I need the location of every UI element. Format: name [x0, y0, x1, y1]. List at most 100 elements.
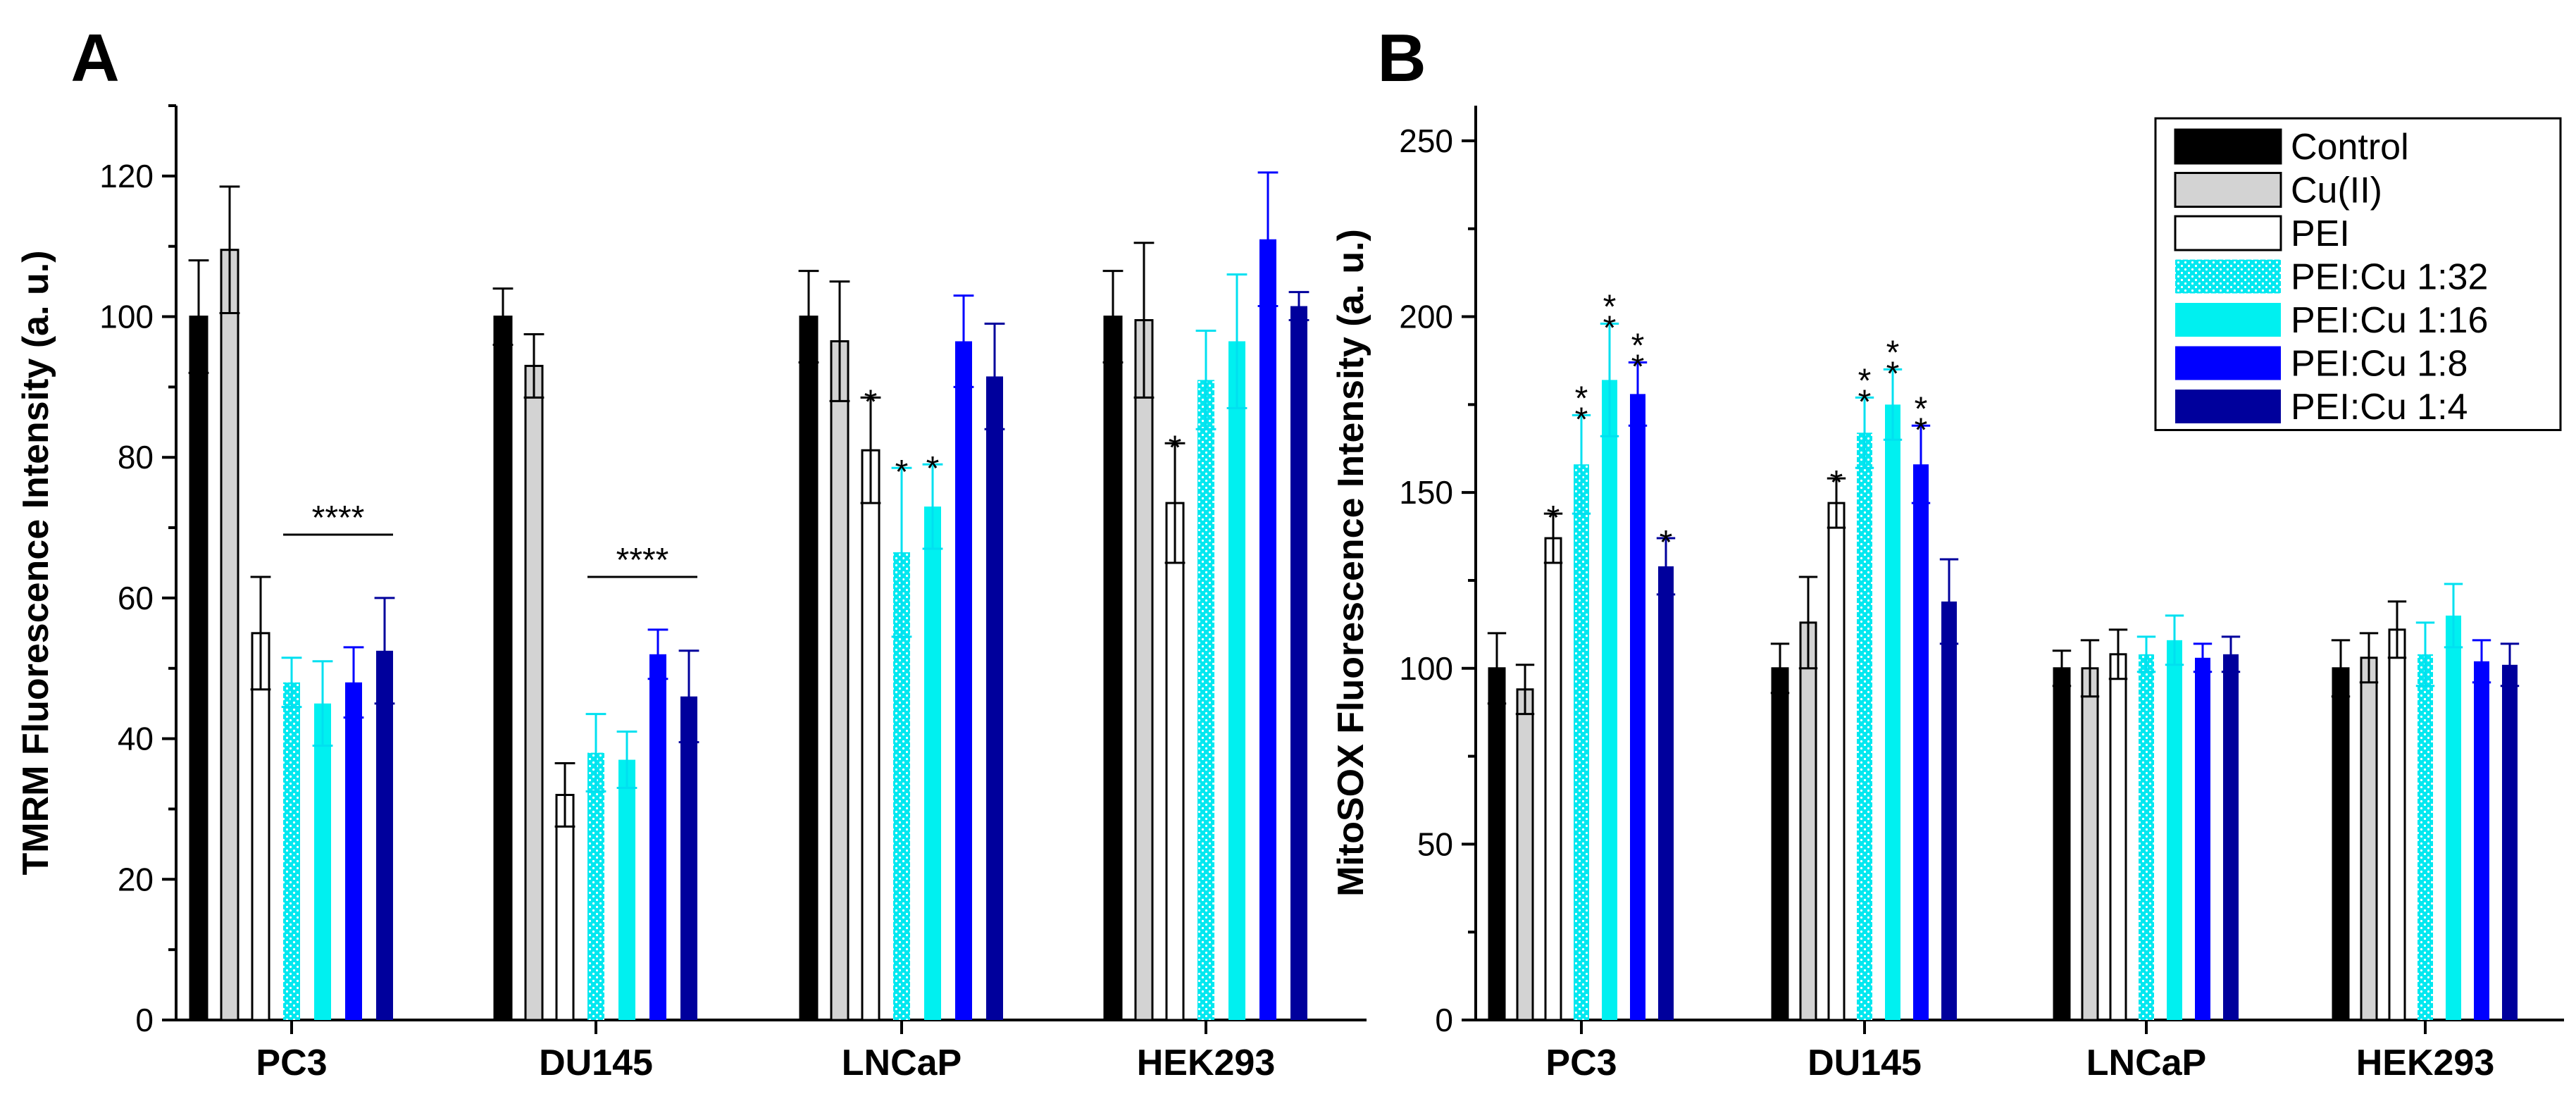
legend-swatch — [2174, 128, 2282, 165]
bar-pei-cu-1-4-lncap — [2223, 654, 2239, 1020]
bar-pei-cu-1-16-lncap — [924, 506, 941, 1020]
bar-pei-hek293 — [2388, 628, 2406, 1021]
significance-marker: * — [1660, 524, 1673, 561]
bar-cu-ii-du145 — [1799, 621, 1817, 1021]
y-tick-label: 50 — [1417, 826, 1453, 862]
legend-swatch — [2175, 259, 2281, 294]
bar-pei-cu-1-4-hek293 — [2502, 664, 2518, 1020]
bar-pei-cu-1-16-hek293 — [1228, 341, 1245, 1020]
category-label-du145: DU145 — [539, 1043, 653, 1083]
y-tick-label: 120 — [99, 158, 154, 194]
legend-swatch — [2175, 346, 2281, 380]
panel-b-chart: B MitoSOX Fluorescence Intensity (a. u.) 0… — [1331, 20, 2564, 1083]
legend-label: PEI:Cu 1:4 — [2291, 387, 2468, 428]
significance-marker: ** — [1886, 334, 1900, 392]
significance-marker: * — [864, 383, 878, 421]
y-axis-title: MitoSOX Fluorescence Intensity (a. u.) — [1331, 229, 1371, 897]
bar-cu-ii-pc3 — [220, 249, 239, 1021]
bar-pei-cu-1-16-du145 — [1885, 404, 1900, 1020]
bar-pei-cu-1-8-lncap — [955, 341, 972, 1020]
significance-marker: * — [1547, 499, 1560, 537]
y-tick-label: 60 — [118, 580, 154, 616]
bar-control-du145 — [493, 316, 513, 1021]
panel-a-chart: A TMRM Fluorescence Intensity (a. u.) 0 20 4… — [15, 20, 1367, 1083]
bar-pei-lncap — [2109, 653, 2127, 1021]
bar-pei-cu-1-4-du145 — [680, 696, 697, 1020]
significance-marker: ** — [1915, 390, 1928, 449]
bar-pei-cu-1-16-lncap — [2167, 640, 2182, 1020]
bar-control-pc3 — [189, 316, 209, 1021]
bar-pei-du145 — [1827, 502, 1846, 1021]
significance-marker: * — [895, 454, 909, 491]
bar-pei-cu-1-32-lncap — [2139, 654, 2154, 1020]
bar-pei-pc3 — [251, 632, 270, 1021]
bar-pei-cu-1-32-hek293 — [1197, 380, 1214, 1020]
bar-pei-pc3 — [1544, 537, 1562, 1021]
bar-cu-ii-du145 — [524, 364, 544, 1021]
bar-pei-cu-1-8-pc3 — [1630, 394, 1645, 1020]
bar-pei-cu-1-32-du145 — [1857, 433, 1872, 1020]
bar-pei-cu-1-32-pc3 — [1574, 464, 1589, 1020]
bar-control-hek293 — [2332, 667, 2350, 1021]
bar-cu-ii-pc3 — [1516, 688, 1534, 1021]
category-label-hek293: HEK293 — [1137, 1043, 1276, 1083]
y-tick-label: 250 — [1399, 123, 1453, 159]
significance-marker: ** — [1631, 327, 1645, 385]
y-axis-title: TMRM Fluorescence Intensity (a. u.) — [15, 250, 56, 875]
bar-pei-cu-1-4-hek293 — [1290, 306, 1307, 1020]
bar-control-pc3 — [1488, 667, 1506, 1021]
bar-control-hek293 — [1103, 316, 1123, 1021]
bar-cu-ii-lncap — [830, 340, 850, 1021]
panel-label: A — [70, 20, 119, 96]
legend-label: PEI:Cu 1:16 — [2291, 300, 2488, 341]
bar-cu-ii-hek293 — [1134, 319, 1154, 1021]
bar-pei-cu-1-4-du145 — [1941, 601, 1957, 1020]
y-tick-label: 40 — [118, 721, 154, 757]
bar-pei-cu-1-32-pc3 — [283, 682, 300, 1020]
bar-cu-ii-lncap — [2081, 667, 2099, 1021]
bar-pei-cu-1-8-hek293 — [1259, 239, 1276, 1020]
bar-pei-lncap — [861, 449, 881, 1021]
legend-swatch — [2175, 390, 2281, 423]
bar-pei-cu-1-8-pc3 — [345, 682, 362, 1020]
legend-swatch — [2175, 303, 2281, 337]
y-tick-label: 100 — [1399, 650, 1453, 687]
bar-pei-cu-1-8-du145 — [1913, 464, 1929, 1020]
bar-pei-du145 — [555, 793, 575, 1021]
bar-pei-cu-1-16-du145 — [618, 759, 635, 1020]
bar-control-lncap — [2053, 667, 2071, 1021]
legend-swatch — [2174, 215, 2282, 251]
bar-pei-cu-1-8-du145 — [649, 654, 666, 1020]
y-tick-label: 80 — [118, 439, 154, 475]
bar-cu-ii-hek293 — [2360, 657, 2378, 1021]
legend-label: Cu(II) — [2291, 170, 2382, 211]
significance-marker: ** — [1858, 362, 1872, 421]
bar-pei-cu-1-16-hek293 — [2446, 615, 2461, 1020]
bar-pei-cu-1-8-lncap — [2195, 657, 2210, 1020]
bar-pei-cu-1-16-pc3 — [1602, 380, 1617, 1020]
significance-marker: ** — [1575, 380, 1588, 438]
bar-control-du145 — [1771, 667, 1789, 1021]
bar-pei-cu-1-32-hek293 — [2418, 654, 2433, 1020]
category-label-du145: DU145 — [1807, 1043, 1922, 1083]
legend-label: PEI:Cu 1:32 — [2291, 257, 2488, 298]
significance-marker: * — [1169, 429, 1182, 466]
y-tick-label: 200 — [1399, 299, 1453, 335]
significance-marker: * — [926, 450, 940, 487]
bar-pei-cu-1-16-pc3 — [314, 703, 331, 1020]
category-label-lncap: LNCaP — [2086, 1043, 2206, 1083]
bar-pei-cu-1-8-hek293 — [2474, 661, 2489, 1020]
significance-marker: ** — [1603, 289, 1617, 347]
panel-label: B — [1377, 20, 1426, 96]
bar-control-lncap — [799, 316, 819, 1021]
category-label-hek293: HEK293 — [2356, 1043, 2495, 1083]
legend-label: PEI:Cu 1:8 — [2291, 344, 2468, 385]
category-label-lncap: LNCaP — [842, 1043, 962, 1083]
bar-pei-cu-1-4-pc3 — [1658, 566, 1674, 1020]
y-tick-label: 20 — [118, 861, 154, 897]
category-label-pc3: PC3 — [256, 1043, 327, 1083]
bar-pei-cu-1-4-pc3 — [376, 650, 393, 1020]
y-tick-label: 100 — [99, 299, 154, 335]
y-tick-label: 0 — [135, 1002, 154, 1038]
